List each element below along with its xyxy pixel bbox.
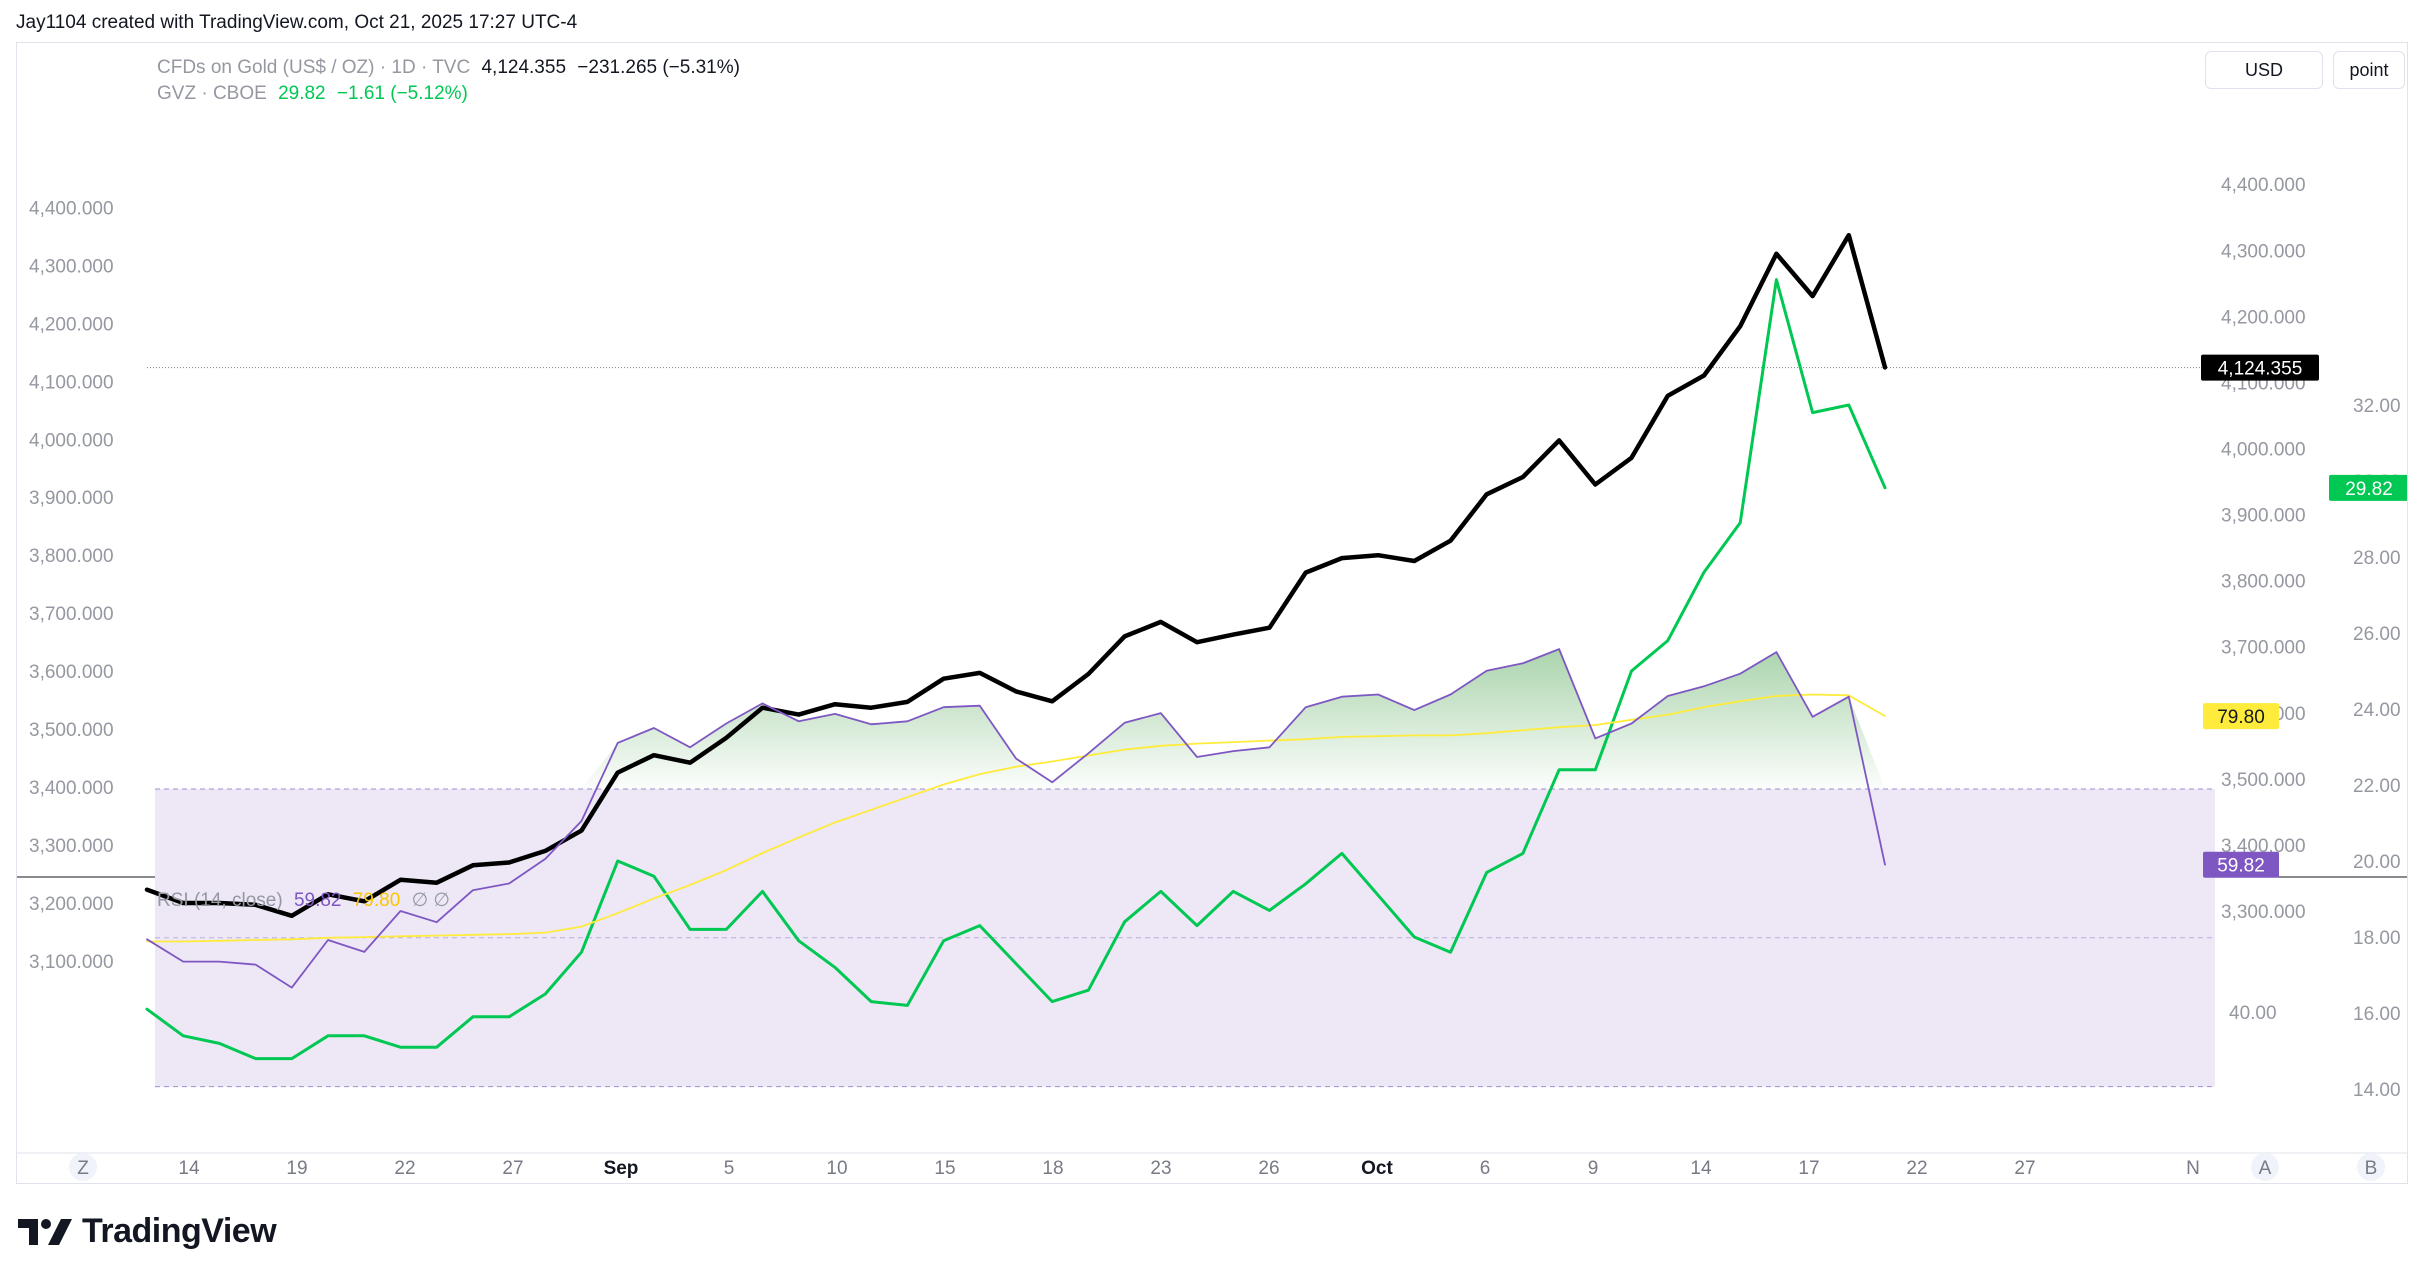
rsi-axis-label-bg xyxy=(2203,851,2279,878)
right-gvz-axis-tick: 28.00 xyxy=(2353,548,2401,569)
x-axis-label: 26 xyxy=(1258,1158,1279,1179)
rsi-ma-axis-label: 79.80 xyxy=(2217,707,2265,728)
rsi-overbought-fill xyxy=(147,649,1885,789)
gvz-legend: GVZ · CBOE 29.82 −1.61 (−5.12%) xyxy=(157,83,474,105)
left-axis-tick: 3,500.000 xyxy=(29,720,114,741)
tradingview-brand: TradingView xyxy=(82,1212,277,1250)
left-axis-tick: 3,200.000 xyxy=(29,894,114,915)
right-gvz-axis-tick: 22.00 xyxy=(2353,776,2401,797)
x-axis-label: 23 xyxy=(1150,1158,1171,1179)
right-gvz-axis-tick: 20.00 xyxy=(2353,852,2401,873)
left-axis-tick: 4,400.000 xyxy=(29,198,114,219)
right-gvz-axis-tick: 18.00 xyxy=(2353,928,2401,949)
x-axis-label: 10 xyxy=(826,1158,847,1179)
right-price-axis-tick: 3,700.000 xyxy=(2221,638,2306,659)
x-axis-label: 15 xyxy=(934,1158,955,1179)
right-gvz-axis-tick: 32.00 xyxy=(2353,396,2401,417)
x-axis-label: 14 xyxy=(178,1158,200,1179)
rsi-ma-axis-label-bg xyxy=(2203,703,2279,730)
price-axis-label-bg xyxy=(2201,354,2319,381)
x-axis-label: 6 xyxy=(1480,1158,1491,1179)
gold-legend: CFDs on Gold (US$ / OZ) · 1D · TVC 4,124… xyxy=(157,57,746,79)
gold-legend-name: CFDs on Gold (US$ / OZ) · 1D · TVC xyxy=(157,57,471,78)
gvz-legend-name: GVZ · CBOE xyxy=(157,83,267,104)
x-axis-label: 14 xyxy=(1690,1158,1712,1179)
right-price-axis-tick: 3,400.000 xyxy=(2221,836,2306,857)
x-axis-label: Sep xyxy=(604,1158,639,1179)
x-axis-label: 9 xyxy=(1588,1158,1599,1179)
left-axis-tick: 3,900.000 xyxy=(29,488,114,509)
right-price-axis-tick: 4,300.000 xyxy=(2221,241,2306,262)
left-axis-tick: 4,300.000 xyxy=(29,256,114,277)
right-gvz-axis-tick: 24.00 xyxy=(2353,700,2401,721)
x-axis-label: Oct xyxy=(1361,1158,1393,1179)
gvz-legend-change: −1.61 (−5.12%) xyxy=(336,83,468,104)
gvz-axis-label-bg xyxy=(2329,474,2407,501)
tradingview-logo-icon xyxy=(18,1218,72,1245)
chart-credit: Jay1104 created with TradingView.com, Oc… xyxy=(16,12,578,33)
right-price-axis-tick: 3,300.000 xyxy=(2221,902,2306,923)
right-gvz-axis-tick: 16.00 xyxy=(2353,1004,2401,1025)
right-price-axis-tick: 4,200.000 xyxy=(2221,307,2306,328)
left-axis-tick: 4,200.000 xyxy=(29,314,114,335)
rsi-axis-label: 59.82 xyxy=(2217,856,2265,877)
price-chart[interactable]: 4,400.000 4,300.000 4,200.000 4,100.000 4,00… xyxy=(17,43,2407,1183)
left-axis-tick: 4,000.000 xyxy=(29,430,114,451)
right-price-axis-tick: 4,400.000 xyxy=(2221,175,2306,196)
left-axis-tick: 3,400.000 xyxy=(29,778,114,799)
right-price-axis-tick: 3,900.000 xyxy=(2221,506,2306,527)
x-axis-label: 22 xyxy=(1906,1158,1927,1179)
right-price-axis-tick: 3,500.000 xyxy=(2221,770,2306,791)
x-axis-label: N xyxy=(2186,1158,2200,1179)
time-axis-button xyxy=(2251,1153,2279,1181)
x-axis-label: 5 xyxy=(724,1158,735,1179)
rsi-legend: RSI (14, close) 59.82 79.80 ∅ ∅ xyxy=(157,889,456,912)
currency-button[interactable]: USD xyxy=(2205,51,2323,89)
rsi-axis-tick: 40.00 xyxy=(2229,1003,2277,1024)
x-axis-label: 27 xyxy=(502,1158,523,1179)
x-axis-label: 19 xyxy=(286,1158,307,1179)
unit-button[interactable]: point xyxy=(2333,51,2405,89)
right-price-axis-tick: 3,800.000 xyxy=(2221,572,2306,593)
left-axis-tick: 3,700.000 xyxy=(29,604,114,625)
x-axis-label: A xyxy=(2259,1158,2272,1179)
chart-frame[interactable]: 4,400.000 4,300.000 4,200.000 4,100.000 4,00… xyxy=(16,42,2408,1184)
x-axis-label: 27 xyxy=(2014,1158,2035,1179)
gvz-axis-label: 29.82 xyxy=(2345,479,2393,500)
x-axis-label: 17 xyxy=(1798,1158,1819,1179)
gold-legend-value: 4,124.355 xyxy=(481,57,567,78)
left-axis-tick: 3,800.000 xyxy=(29,546,114,567)
right-gvz-axis-tick: 14.00 xyxy=(2353,1080,2401,1101)
gold-legend-change: −231.265 (−5.31%) xyxy=(577,57,740,78)
rsi-legend-name: RSI (14, close) xyxy=(157,890,283,911)
rsi-ma-legend-value: 79.80 xyxy=(352,890,401,911)
left-axis-tick: 4,100.000 xyxy=(29,372,114,393)
right-gvz-axis-tick: 26.00 xyxy=(2353,624,2401,645)
left-axis-tick: 3,600.000 xyxy=(29,662,114,683)
left-axis-tick: 3,300.000 xyxy=(29,836,114,857)
x-axis-label: B xyxy=(2365,1158,2378,1179)
time-axis-button xyxy=(2357,1153,2385,1181)
tradingview-logo[interactable]: TradingView xyxy=(18,1212,277,1251)
left-axis-tick: 3,100.000 xyxy=(29,952,114,973)
right-price-axis-tick: 4,000.000 xyxy=(2221,440,2306,461)
price-axis-label: 4,124.355 xyxy=(2218,359,2303,380)
x-axis-label: 18 xyxy=(1042,1158,1063,1179)
time-axis-button xyxy=(69,1153,97,1181)
rsi-legend-value: 59.82 xyxy=(293,890,342,911)
x-axis-label: Z xyxy=(77,1158,89,1179)
x-axis-label: 22 xyxy=(394,1158,415,1179)
gvz-legend-value: 29.82 xyxy=(278,83,326,104)
rsi-legend-icons[interactable]: ∅ ∅ xyxy=(411,890,450,911)
